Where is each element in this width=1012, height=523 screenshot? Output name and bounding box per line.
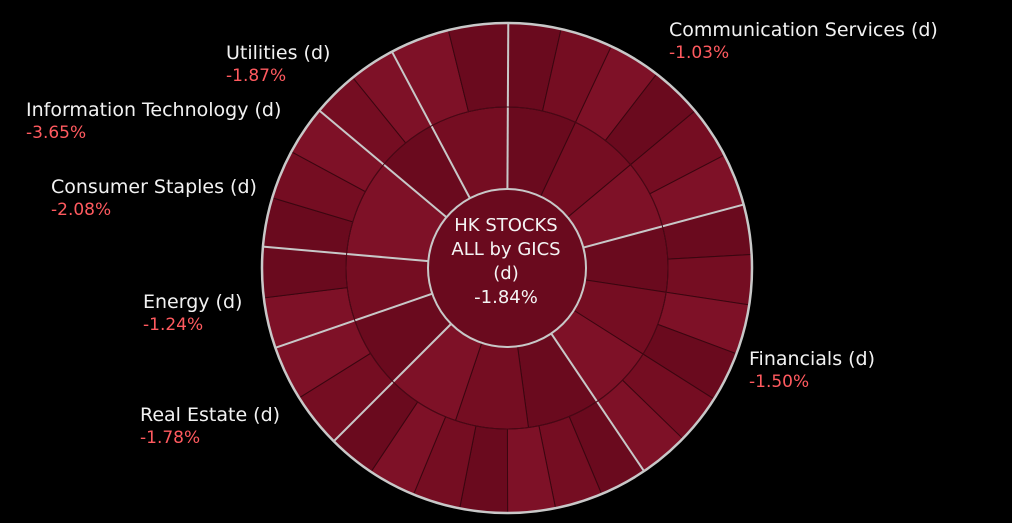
sector-label-communication-services[interactable]: Communication Services (d) -1.03% (669, 19, 938, 65)
sector-change: -1.03% (669, 43, 730, 63)
sector-name: Communication Services (d) (669, 19, 938, 41)
sector-change: -1.24% (143, 315, 204, 335)
sector-label-information-technology[interactable]: Information Technology (d) -3.65% (26, 99, 281, 145)
sector-label-financials[interactable]: Financials (d) -1.50% (749, 348, 875, 394)
sector-divider (318, 109, 448, 218)
sector-divider (333, 323, 452, 442)
center-title-line3: (d) (493, 263, 519, 284)
sector-name: Information Technology (d) (26, 99, 282, 121)
sector-change: -2.08% (51, 200, 112, 220)
center-value: -1.84% (474, 287, 538, 308)
sector-label-real-estate[interactable]: Real Estate (d) -1.78% (140, 404, 280, 450)
sector-name: Consumer Staples (d) (51, 176, 257, 198)
outer-ring (260, 21, 754, 515)
center-title-line1: HK STOCKS (454, 215, 558, 236)
sector-divider (275, 292, 433, 349)
sector-divider (583, 203, 744, 249)
sector-change: -1.87% (226, 66, 287, 86)
sector-divider (506, 22, 510, 190)
sector-change: -3.65% (26, 123, 87, 143)
sector-name: Real Estate (d) (140, 404, 281, 426)
sector-divider (391, 51, 471, 199)
sector-divider (262, 245, 429, 263)
sector-label-energy[interactable]: Energy (d) -1.24% (143, 291, 242, 337)
sector-change: -1.78% (140, 428, 201, 448)
sector-divider (550, 332, 645, 472)
sector-label-consumer-staples[interactable]: Consumer Staples (d) -2.08% (51, 176, 257, 222)
center-circle (427, 188, 587, 348)
sector-name: Financials (d) (749, 348, 876, 370)
sector-change: -1.50% (749, 372, 810, 392)
chart-center-label: HK STOCKS ALL by GICS (d) -1.84% (426, 214, 586, 310)
center-title-line2: ALL by GICS (451, 239, 561, 260)
middle-ring (345, 106, 669, 430)
sector-name: Utilities (d) (226, 42, 331, 64)
sector-name: Energy (d) (143, 291, 243, 313)
sector-label-utilities[interactable]: Utilities (d) -1.87% (226, 42, 330, 88)
